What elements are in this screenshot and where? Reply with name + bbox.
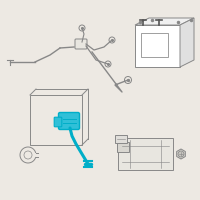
Circle shape [178, 151, 184, 157]
Polygon shape [180, 18, 194, 67]
Bar [141, 33, 168, 57]
Bar [118, 138, 173, 170]
Polygon shape [135, 18, 194, 25]
Polygon shape [177, 149, 185, 159]
FancyBboxPatch shape [54, 117, 62, 127]
Polygon shape [135, 25, 180, 67]
FancyBboxPatch shape [58, 112, 80, 130]
Bar [117, 142, 129, 152]
FancyBboxPatch shape [75, 39, 87, 49]
FancyBboxPatch shape [115, 135, 127, 143]
